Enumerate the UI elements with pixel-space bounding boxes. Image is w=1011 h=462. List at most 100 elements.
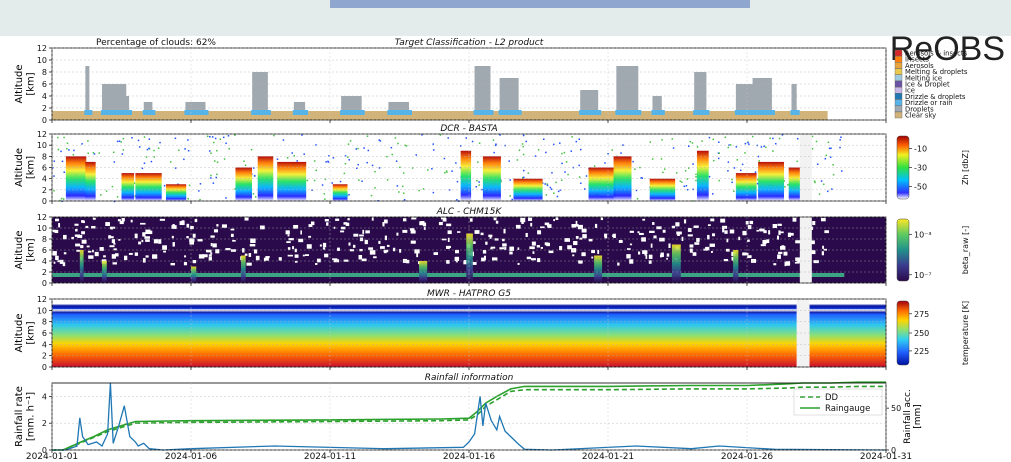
echo-point (133, 182, 136, 184)
noise-gap (795, 240, 801, 244)
noise-gap (777, 235, 780, 240)
noise-gap (515, 224, 521, 229)
noise-gap (348, 242, 351, 246)
noise-gap (162, 245, 167, 250)
echo-point (178, 149, 180, 151)
echo-point (701, 140, 703, 142)
echo-point (415, 154, 418, 156)
y-tick-label: 2 (42, 419, 47, 428)
echo-point (811, 148, 814, 150)
rain-layer (651, 110, 665, 115)
echo-point (188, 184, 191, 187)
noise-gap (402, 229, 408, 233)
noise-gap (210, 252, 213, 255)
noise-gap (707, 224, 711, 227)
noise-gap (455, 258, 458, 263)
noise-gap (287, 234, 290, 237)
noise-gap (544, 222, 550, 226)
echo-point (254, 196, 257, 198)
noise-gap (709, 243, 715, 247)
noise-gap (604, 233, 608, 238)
y-tick-label: 8 (42, 152, 47, 161)
echo-point (306, 179, 309, 182)
rain-layer (117, 110, 133, 115)
noise-gap (184, 255, 187, 258)
echo-point (445, 170, 448, 172)
noise-gap (660, 252, 664, 257)
noise-gap (384, 235, 387, 241)
cloud-signal (241, 255, 246, 283)
noise-gap (99, 247, 104, 251)
y2-axis-label: Rainfall acc.[mm] (903, 389, 923, 444)
noise-gap (759, 228, 764, 232)
echo-point (550, 188, 553, 190)
noise-gap (80, 245, 84, 249)
noise-gap (742, 230, 747, 236)
echo-point (150, 160, 153, 163)
y-tick-label: 4 (42, 92, 47, 101)
echo-point (301, 134, 303, 136)
echo-point (378, 139, 380, 141)
echo-point (561, 152, 563, 155)
legend-entry: Melting & droplets (905, 68, 968, 76)
echo-point (689, 141, 692, 143)
noise-gap (179, 221, 185, 226)
noise-gap (158, 239, 162, 244)
echo-point (92, 151, 95, 154)
echo-point (57, 148, 60, 151)
colorbar-tick-label: 225 (914, 347, 929, 356)
noise-gap (747, 255, 752, 259)
noise-gap (371, 217, 374, 221)
echo-point (209, 135, 211, 138)
echo-point (411, 167, 414, 169)
x-tick-label: 2024-01-01 (26, 452, 78, 462)
echo-point (402, 185, 404, 188)
echo-point (557, 190, 560, 193)
echo-point (692, 163, 694, 165)
noise-gap (442, 217, 447, 222)
echo-point (511, 198, 513, 201)
noise-gap (473, 241, 476, 244)
noise-gap (294, 260, 298, 263)
echo-point (504, 144, 506, 147)
echo-point (465, 137, 467, 139)
echo-point (402, 172, 405, 174)
noise-gap (85, 225, 89, 229)
echo-column (735, 173, 757, 201)
echo-point (541, 182, 544, 184)
noise-gap (747, 225, 752, 230)
noise-gap (696, 237, 700, 242)
noise-gap (264, 257, 269, 261)
echo-point (403, 199, 406, 201)
echo-point (681, 181, 683, 183)
noise-gap (756, 229, 759, 232)
echo-point (366, 161, 368, 164)
echo-point (223, 158, 226, 160)
echo-point (363, 147, 365, 149)
noise-gap (410, 230, 416, 234)
echo-column (460, 150, 472, 201)
echo-point (198, 190, 200, 192)
noise-gap (411, 217, 417, 220)
noise-gap (783, 251, 788, 256)
noise-gap (582, 234, 587, 239)
echo-column (165, 184, 187, 201)
echo-point (774, 142, 777, 145)
noise-gap (91, 225, 96, 229)
noise-gap (581, 252, 586, 257)
noise-gap (694, 242, 700, 245)
noise-gap (186, 236, 189, 239)
y-axis-label-line: [km] (26, 321, 37, 344)
legend-swatch (894, 86, 903, 94)
noise-gap (278, 257, 282, 261)
echo-point (516, 159, 519, 161)
echo-point (741, 163, 744, 166)
x-tick-label: 2024-01-21 (582, 452, 634, 462)
y-tick-label: 10 (37, 141, 47, 150)
noise-gap (298, 238, 304, 243)
echo-point (390, 146, 393, 149)
noise-gap (322, 242, 327, 248)
echo-point (63, 136, 65, 139)
noise-gap (600, 217, 604, 221)
echo-point (717, 157, 720, 160)
